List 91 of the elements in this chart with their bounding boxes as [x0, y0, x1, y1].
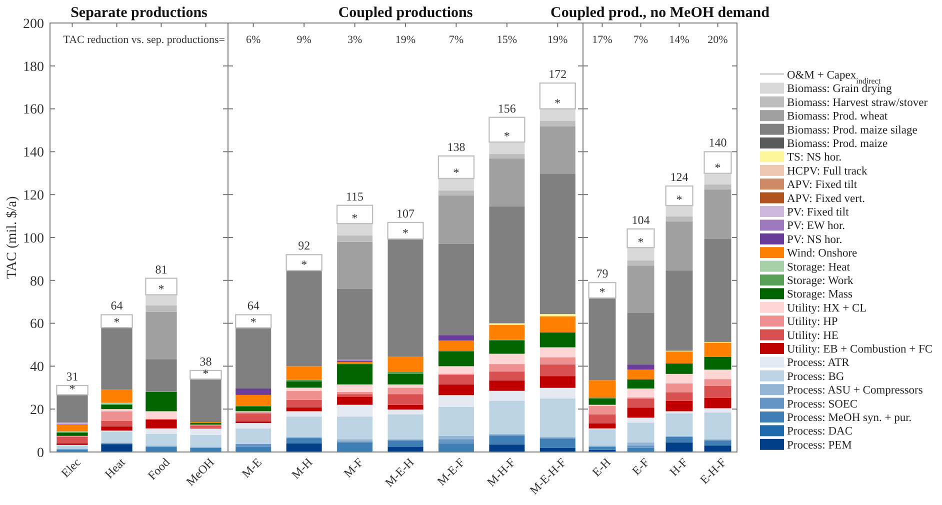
- y-tick-label: 160: [23, 102, 44, 118]
- annotation: 3%: [347, 34, 362, 46]
- legend-label: Utility: HE: [787, 330, 838, 342]
- annotation: 9%: [296, 34, 312, 46]
- annotation: 7%: [633, 34, 648, 46]
- y-tick-label: 200: [23, 16, 44, 32]
- annotation: *: [202, 366, 209, 380]
- total-label: 31: [66, 370, 78, 384]
- x-tick-label: E-F: [629, 454, 652, 478]
- legend-label: HCPV: Full track: [787, 165, 868, 178]
- total-label: 92: [298, 238, 310, 253]
- total-label: 38: [200, 354, 212, 368]
- legend-label: Process: ASU + Compressors: [787, 384, 924, 397]
- annotation: *: [676, 192, 682, 207]
- total-label: 140: [708, 136, 727, 150]
- legend-label: O&M + Capex$_{indirect}$: [787, 70, 882, 85]
- y-tick-label: 60: [30, 317, 44, 332]
- legend-label: Process: ATR: [787, 357, 850, 370]
- annotation: *: [158, 282, 164, 296]
- x-tick-label: H-F: [666, 454, 691, 479]
- legend-label: TS: NS hor.: [787, 152, 842, 164]
- annotation: 19%: [548, 34, 568, 46]
- legend-label: Utility: HP: [787, 316, 838, 328]
- annotation: *: [554, 96, 561, 110]
- y-tick-label: 40: [30, 360, 44, 376]
- y-tick-label: 20: [30, 403, 44, 418]
- annotation: *: [638, 234, 644, 249]
- legend-label: Biomass: Prod. maize: [787, 138, 888, 150]
- x-tick-label: M-E: [238, 455, 264, 481]
- total-label: 64: [247, 298, 260, 313]
- legend-label: PV: EW hor.: [787, 220, 846, 232]
- total-label: 172: [548, 67, 567, 82]
- chart-title: Coupled prod., no MeOH demand: [550, 5, 770, 21]
- legend-label: Process: PEM: [787, 439, 852, 452]
- legend-label: APV: Fixed vert.: [787, 192, 866, 205]
- annotation: *: [402, 226, 408, 240]
- annotation: *: [599, 285, 606, 300]
- legend-label: APV: Fixed tilt: [787, 179, 858, 192]
- y-tick-label: 180: [23, 60, 44, 75]
- y-tick-label: 120: [23, 188, 44, 204]
- annotation: *: [114, 314, 120, 329]
- annotation: *: [453, 166, 460, 180]
- annotation: 17%: [592, 34, 612, 46]
- total-label: 138: [447, 140, 466, 154]
- annotation: TAC reduction vs. sep. productions=: [63, 34, 225, 46]
- y-tick-label: 140: [23, 146, 44, 161]
- annotation: 20%: [708, 34, 728, 46]
- annotation: *: [714, 160, 721, 175]
- total-label: 104: [632, 212, 650, 227]
- total-label: 79: [596, 266, 608, 281]
- legend-label: Process: DAC: [787, 426, 853, 438]
- legend-label: Biomass: Prod. wheat: [787, 110, 888, 123]
- legend-label: Storage: Work: [787, 275, 854, 287]
- annotation: 6%: [246, 34, 261, 46]
- total-label: 156: [498, 101, 516, 116]
- y-tick-label: 0: [37, 446, 44, 461]
- legend-label: Storage: Mass: [787, 288, 854, 301]
- annotation: *: [504, 129, 510, 144]
- x-tick-label: Elec: [58, 455, 84, 480]
- total-label: 64: [110, 298, 123, 313]
- y-tick-label: 100: [23, 231, 44, 246]
- total-label: 124: [670, 170, 688, 184]
- chart-title: Coupled productions: [338, 5, 473, 21]
- total-label: 81: [155, 262, 168, 276]
- total-label: 115: [346, 189, 364, 204]
- legend-label: Storage: Heat: [787, 261, 851, 274]
- legend-label: Process: BG: [787, 370, 844, 383]
- annotation: *: [69, 382, 76, 396]
- legend-label: Process: MeOH syn. + pur.: [787, 412, 912, 424]
- legend-label: Biomass: Grain drying: [787, 83, 892, 96]
- y-axis-title: TAC (mil. $/a): [5, 196, 20, 279]
- annotation: *: [250, 315, 256, 330]
- annotation: 19%: [395, 34, 416, 46]
- annotation: *: [352, 210, 358, 225]
- annotation: *: [301, 258, 308, 272]
- legend-label: Process: SOEC: [787, 398, 858, 410]
- total-label: 107: [396, 206, 414, 220]
- legend-label: Biomass: Prod. maize silage: [787, 124, 918, 136]
- legend-label: Biomass: Harvest straw/stover: [787, 96, 928, 109]
- legend-label: Utility: EB + Combustion + FC: [787, 344, 933, 356]
- annotation: 14%: [669, 34, 690, 46]
- x-tick-label: E-H: [589, 454, 614, 480]
- y-tick-label: 80: [30, 274, 44, 290]
- chart-title: Separate productions: [70, 5, 208, 21]
- annotation: 15%: [496, 34, 518, 46]
- legend-label: Utility: HX + CL: [787, 302, 867, 314]
- legend-label: PV: Fixed tilt: [787, 206, 850, 218]
- legend-label: Wind: Onshore: [787, 248, 858, 260]
- x-tick-label: Heat: [102, 454, 128, 482]
- legend-label: PV: NS hor.: [787, 234, 842, 246]
- annotation: 7%: [448, 34, 464, 46]
